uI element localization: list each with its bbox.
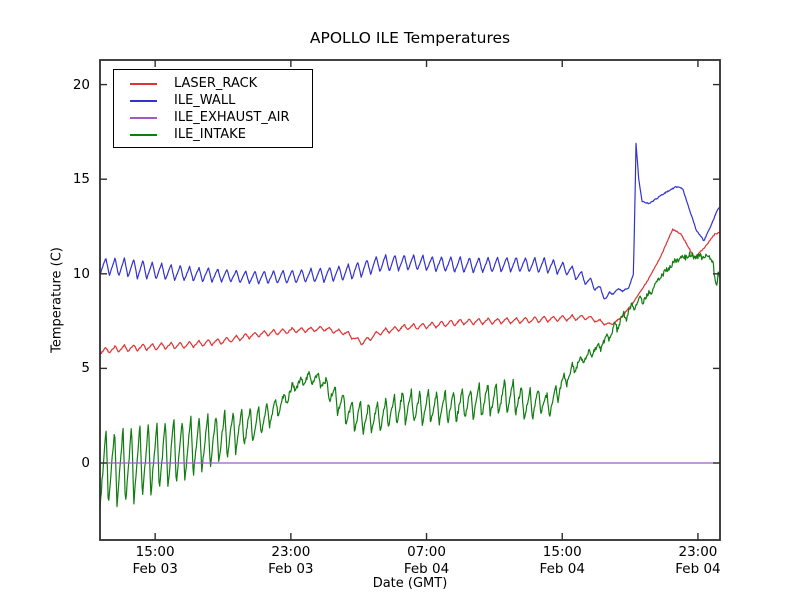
x-tick-label: 15:00 Feb 04 (539, 544, 585, 577)
chart-title: APOLLO ILE Temperatures (309, 29, 511, 47)
legend-label: ILE_WALL (174, 93, 236, 108)
x-axis-label: Date (GMT) (372, 576, 448, 591)
laser-rack-line-sample (130, 82, 157, 85)
series-laser-rack (99, 228, 720, 356)
legend-item-ile-exhaust-air: ILE_EXHAUST_AIR (114, 109, 312, 126)
y-tick-label: 20 (72, 76, 90, 93)
data-curves (99, 142, 721, 509)
legend-label: LASER_RACK (174, 76, 258, 91)
series-ile-intake (99, 251, 721, 509)
ile-exhaust-air-line-sample (130, 116, 157, 119)
y-tick-label: 0 (81, 454, 90, 471)
y-tick-label: 15 (72, 171, 90, 188)
x-tick-label: 23:00 Feb 04 (675, 544, 721, 577)
x-tick-label: 07:00 Feb 04 (403, 544, 450, 577)
legend: LASER_RACK ILE_WALL ILE_EXHAUST_AIR ILE_… (113, 69, 313, 148)
legend-item-ile-wall: ILE_WALL (114, 92, 312, 109)
legend-label: ILE_INTAKE (174, 127, 246, 142)
legend-item-laser-rack: LASER_RACK (114, 75, 312, 92)
ile-wall-line-sample (130, 99, 157, 102)
series-ile-wall (99, 142, 720, 300)
y-tick-label: 5 (81, 360, 90, 377)
legend-label: ILE_EXHAUST_AIR (174, 110, 290, 125)
axis-ticks (100, 60, 720, 540)
y-tick-label: 10 (72, 265, 90, 282)
x-tick-label: 15:00 Feb 03 (132, 544, 178, 577)
legend-item-ile-intake: ILE_INTAKE (114, 126, 312, 143)
plot-frame (99, 59, 721, 541)
x-tick-label: 23:00 Feb 03 (268, 544, 314, 577)
ile-intake-line-sample (130, 133, 157, 136)
